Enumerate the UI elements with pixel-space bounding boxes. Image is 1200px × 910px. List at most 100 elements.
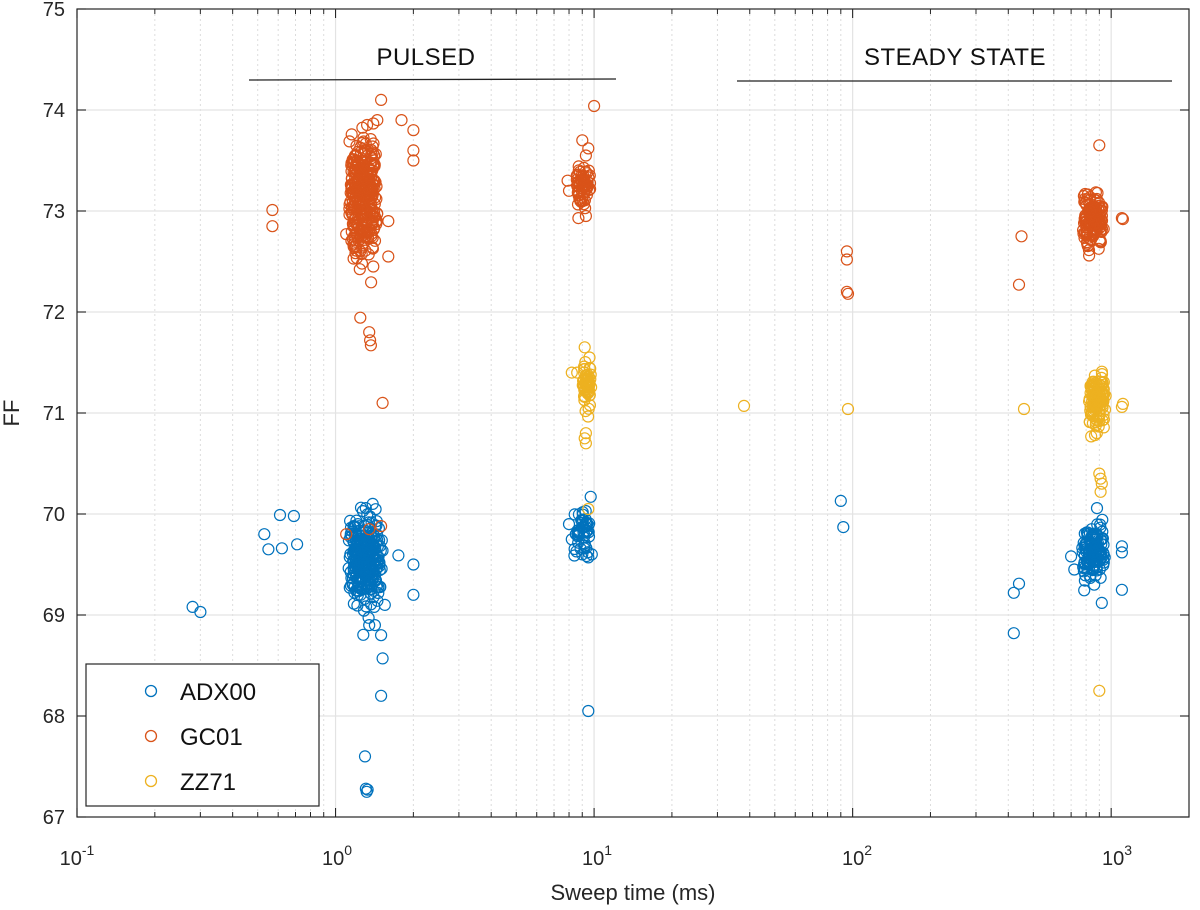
- data-point: [582, 519, 595, 532]
- data-point: [1080, 211, 1093, 224]
- data-point: [1095, 214, 1109, 227]
- data-point: [583, 169, 596, 182]
- data-point: [1007, 586, 1020, 599]
- data-point: [1080, 540, 1093, 553]
- data-point: [1068, 563, 1081, 576]
- data-point: [407, 558, 420, 571]
- data-point: [1086, 230, 1100, 243]
- data-point: [571, 366, 584, 379]
- y-tick-label: 69: [43, 605, 65, 627]
- data-point: [363, 523, 376, 536]
- y-axis-ticks: [77, 8, 1189, 818]
- x-tick-label: 102: [842, 842, 872, 870]
- data-points: [186, 93, 1130, 798]
- data-point: [364, 133, 377, 146]
- series-gc01: [266, 93, 1130, 541]
- data-point: [291, 538, 304, 551]
- data-point: [382, 215, 395, 228]
- data-point: [367, 117, 380, 130]
- data-point: [356, 136, 369, 150]
- data-point: [841, 287, 855, 300]
- data-point: [834, 494, 847, 507]
- legend-marker-zz71: [144, 774, 158, 788]
- data-point: [366, 217, 379, 231]
- data-point: [348, 219, 361, 232]
- data-point: [578, 432, 591, 445]
- data-point: [371, 578, 384, 591]
- x-tick-label: 100: [322, 842, 352, 870]
- data-point: [579, 165, 592, 178]
- data-point: [345, 128, 358, 141]
- data-point: [375, 519, 388, 533]
- steady-state-label: STEADY STATE: [864, 44, 1046, 71]
- data-point: [364, 334, 377, 347]
- legend-marker-gc01: [144, 729, 158, 743]
- data-point: [350, 149, 363, 162]
- data-point: [840, 245, 854, 258]
- data-point: [840, 285, 854, 298]
- data-point: [1012, 278, 1026, 291]
- x-axis-ticks: [76, 9, 1190, 817]
- data-point: [349, 247, 362, 260]
- data-point: [1081, 228, 1094, 241]
- data-point: [1094, 571, 1107, 584]
- data-point: [1116, 397, 1130, 410]
- data-point: [1082, 249, 1096, 262]
- data-point: [1090, 553, 1103, 566]
- data-point: [584, 490, 597, 503]
- data-point: [585, 548, 598, 561]
- data-point: [348, 234, 361, 247]
- data-point: [367, 558, 380, 571]
- data-point: [365, 276, 378, 289]
- data-point: [352, 542, 365, 555]
- data-point: [378, 598, 391, 612]
- data-point: [355, 257, 369, 270]
- data-point: [352, 580, 365, 594]
- data-point: [583, 376, 596, 390]
- data-point: [361, 230, 374, 243]
- data-point: [363, 574, 376, 588]
- data-point: [266, 203, 279, 217]
- data-point: [1078, 538, 1092, 552]
- data-point: [351, 558, 364, 571]
- data-point: [363, 326, 376, 339]
- legend-label-gc01: GC01: [180, 724, 243, 751]
- data-point: [344, 514, 357, 528]
- data-point: [1089, 390, 1102, 403]
- data-point: [357, 558, 370, 572]
- data-point: [266, 220, 279, 233]
- data-point: [365, 152, 378, 165]
- series-adx00: [186, 490, 1129, 798]
- data-point: [357, 182, 370, 195]
- data-point: [574, 542, 587, 555]
- data-point: [361, 783, 374, 796]
- data-point: [357, 628, 370, 641]
- data-point: [579, 209, 593, 223]
- data-point: [340, 228, 353, 241]
- data-point: [364, 157, 377, 170]
- data-point: [569, 528, 582, 541]
- data-point: [572, 508, 586, 521]
- data-point: [580, 183, 593, 196]
- data-point: [1095, 394, 1108, 407]
- data-point: [1015, 230, 1028, 243]
- data-point: [576, 134, 589, 147]
- data-point: [837, 520, 850, 534]
- data-point: [562, 184, 576, 197]
- data-point: [575, 169, 588, 182]
- y-tick-label: 72: [43, 302, 65, 324]
- data-point: [375, 629, 388, 642]
- data-point: [370, 217, 383, 231]
- data-point: [583, 182, 597, 196]
- data-point: [350, 175, 363, 188]
- data-point: [376, 652, 389, 665]
- data-point: [583, 351, 596, 364]
- data-point: [561, 174, 574, 187]
- data-point: [350, 193, 363, 206]
- data-point: [841, 402, 855, 416]
- data-point: [363, 561, 376, 575]
- y-tick-label: 71: [43, 403, 65, 425]
- data-point: [347, 199, 360, 213]
- y-axis-label: FF: [0, 400, 24, 427]
- x-tick-label: 103: [1102, 842, 1132, 870]
